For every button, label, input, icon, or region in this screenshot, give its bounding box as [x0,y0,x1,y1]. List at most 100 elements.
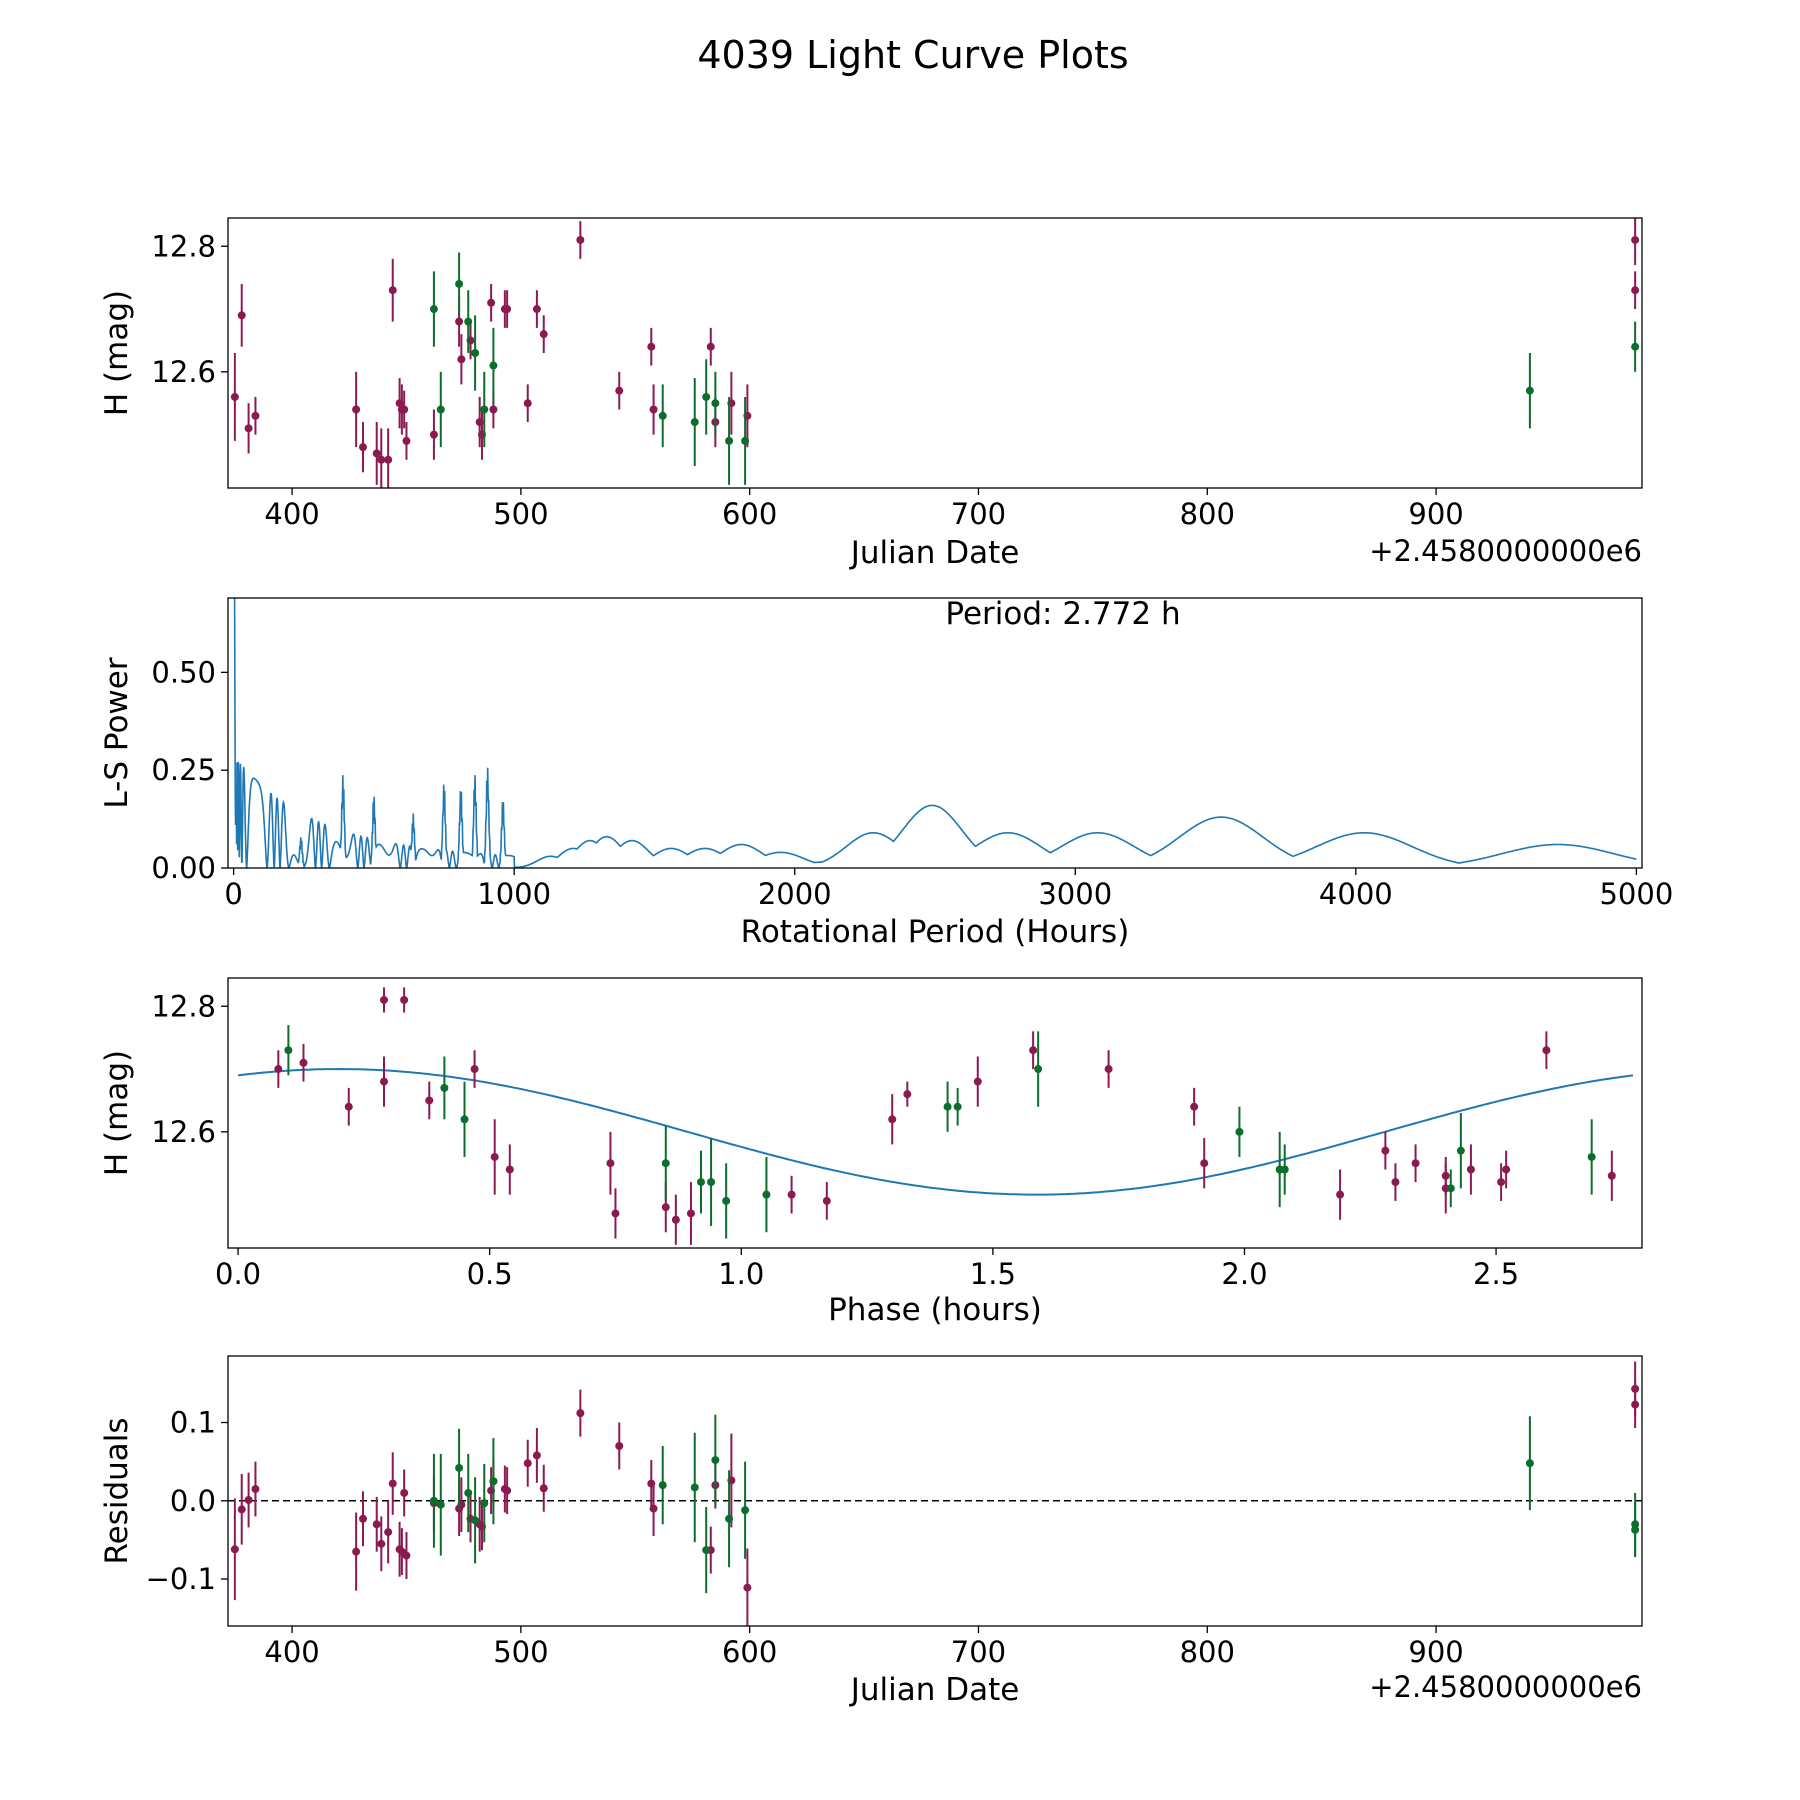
data-point-red [388,286,397,295]
data-point-red [539,1484,548,1493]
phased-x-tick-label: 0.5 [467,1257,513,1291]
data-point-green [436,405,445,414]
periodogram-y-tick-label: 0.50 [151,655,216,689]
periodogram-x-tick-label: 0 [224,877,242,911]
data-point-red [647,342,656,351]
data-point-red [251,1485,260,1494]
data-point-red [352,405,361,414]
data-point-green [440,1083,449,1092]
data-point-green [460,1115,469,1124]
data-point-red [1631,1400,1640,1409]
data-point-green [429,1496,438,1505]
phased-x-axis-label: Phase (hours) [828,1292,1042,1328]
data-point-green [762,1190,771,1199]
data-point-green [658,1481,667,1490]
data-point-red [384,1528,393,1537]
data-point-green [1034,1065,1043,1074]
data-point-red [402,436,411,445]
data-point-red [888,1115,897,1124]
data-point-green [471,349,480,357]
data-point-green [464,1488,473,1497]
residuals-y-axis-label: Residuals [99,1417,135,1564]
data-point-red [523,399,532,408]
data-point-red [1542,1046,1551,1055]
data-point-green [943,1102,952,1111]
data-point-green [455,1463,464,1472]
data-point-red [299,1058,308,1067]
data-point-red [611,1209,620,1218]
data-point-red [532,1451,541,1460]
periodogram-curve [233,598,1637,868]
data-point-red [503,305,512,314]
data-point-red [505,1165,514,1174]
data-point-red [352,1547,361,1556]
data-point-green [1280,1165,1289,1174]
periodogram-axis-ticks: 0 1000 2000 3000 4000 5000 0.00 0.25 0.50 [151,655,1673,911]
data-point-green [690,1483,699,1492]
residuals-plot-frame [227,1355,1643,1627]
data-point-green [1525,386,1534,395]
residuals-x-tick-label: 700 [951,1635,1006,1669]
data-point-red [1190,1102,1199,1111]
raw-x-tick-label: 800 [1180,497,1235,531]
data-point-green [658,411,667,420]
data-point-green [489,1477,498,1486]
data-point-red [686,1209,695,1218]
phased-light-curve-panel: 0.0 0.5 1.0 1.5 2.0 2.5 12.6 12.8 Phase (hours)… [99,977,1643,1328]
raw-x-tick-label: 600 [722,497,777,531]
residuals-x-tick-label: 500 [493,1635,548,1669]
period-annotation: Period: 2.772 h [945,596,1180,632]
data-point-red [377,1539,386,1548]
data-point-red [1381,1146,1390,1155]
data-point-red [532,305,541,314]
data-point-red [379,1077,388,1086]
data-point-red [671,1215,680,1224]
data-point-red [358,1514,367,1523]
data-point-red [372,1520,381,1529]
periodogram-x-tick-label: 1000 [477,877,551,911]
data-point-green [661,1159,670,1168]
data-point-red [244,424,253,433]
periodogram-x-tick-label: 5000 [1599,877,1673,911]
raw-light-curve-panel: 400 500 600 700 800 900 12.6 12.8 Julian Date H… [99,217,1643,571]
residuals-y-tick-label: 0.1 [170,1406,216,1440]
data-point-green [1235,1127,1244,1136]
periodogram-x-tick-label: 3000 [1038,877,1112,911]
phased-data-points [237,987,1634,1245]
data-point-green [471,1516,480,1525]
data-point-red [1336,1190,1345,1199]
data-point-red [539,330,548,339]
raw-x-offset-label: +2.4580000000e6 [1369,534,1642,568]
data-point-red [649,405,658,414]
data-point-green [725,1514,734,1523]
data-point-green [1631,1525,1640,1534]
data-point-green [455,279,464,288]
raw-y-tick-label: 12.8 [151,229,216,263]
data-point-red [1631,286,1640,295]
data-point-red [251,411,260,420]
periodogram-x-tick-label: 4000 [1319,877,1393,911]
data-point-red [576,235,585,244]
phased-y-tick-label: 12.6 [151,1115,216,1149]
data-point-green [1587,1152,1596,1161]
periodogram-curve-group [233,598,1637,868]
data-point-green [284,1046,293,1055]
data-point-red [230,392,239,401]
data-point-green [1456,1146,1465,1155]
data-point-green [1446,1184,1455,1193]
raw-x-tick-label: 700 [951,497,1006,531]
data-point-red [787,1190,796,1199]
periodogram-panel: 0 1000 2000 3000 4000 5000 0.00 0.25 0.50 Rotati… [99,596,1673,950]
data-point-green [741,1506,750,1515]
periodogram-x-axis-label: Rotational Period (Hours) [741,914,1130,950]
data-point-green [702,392,711,401]
data-point-red [523,1459,532,1468]
data-point-red [1104,1065,1113,1074]
periodogram-plot-frame [227,597,1643,869]
data-point-green [741,436,750,445]
raw-plot-frame [227,217,1643,489]
data-point-red [489,405,498,414]
residuals-x-tick-label: 400 [264,1635,319,1669]
